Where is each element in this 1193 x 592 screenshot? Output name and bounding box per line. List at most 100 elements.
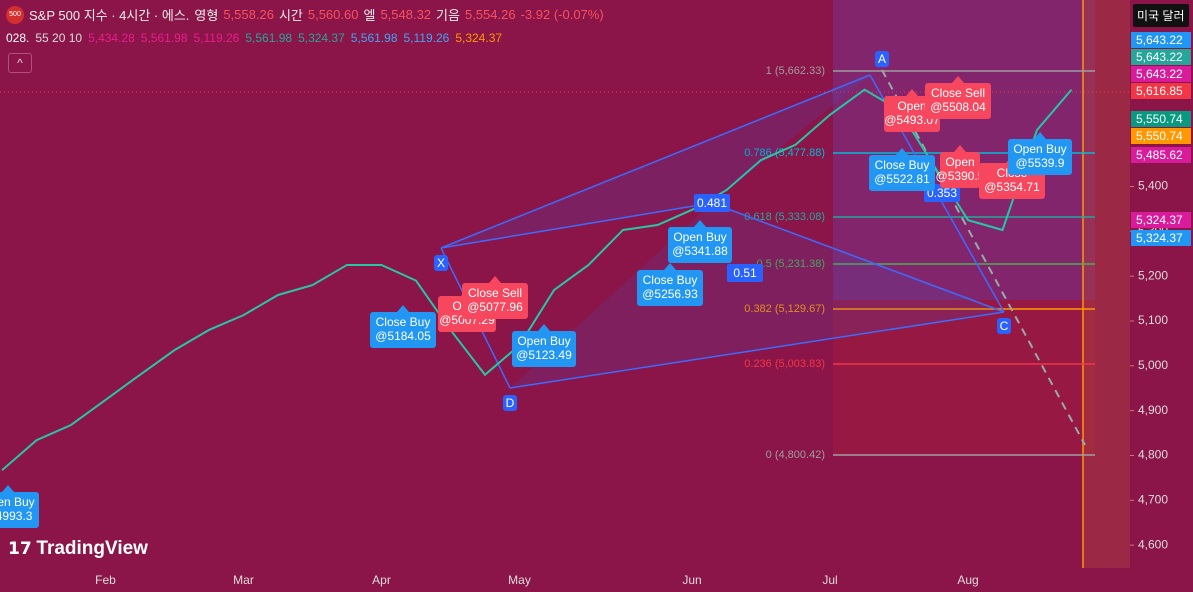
trade-text: Close Buy (376, 315, 431, 329)
projection-line (881, 69, 1086, 446)
trade-text: @5390.5 (936, 169, 985, 183)
pattern-point-box (434, 255, 448, 271)
trade-text: Open Buy (673, 230, 726, 244)
ratio-label: 0.481 (697, 196, 727, 210)
trade-text: Close Buy (875, 158, 930, 172)
price-badge (1131, 212, 1191, 228)
trade-text: @5256.93 (642, 287, 698, 301)
indicator-value: 5,561.98 (245, 31, 293, 45)
pattern-point: C (1000, 319, 1009, 333)
symbol-title[interactable]: S&P 500 지수 · 4시간 · 에스. (29, 8, 190, 23)
low-label: 엘 (363, 8, 376, 23)
x-tick-label: May (508, 573, 531, 587)
trade-pointer (906, 89, 918, 96)
trade-text: @5077.96 (467, 300, 523, 314)
collapse-button[interactable]: ^ (8, 53, 32, 73)
fib-zone-low (833, 300, 1095, 456)
ratio-box (727, 264, 763, 282)
trade-box (668, 227, 732, 263)
price-badge (1131, 83, 1191, 99)
trade-text: Open Buy (1013, 142, 1066, 156)
price-badge (1131, 128, 1191, 144)
pattern-point: A (878, 52, 886, 66)
trade-pointer (489, 276, 501, 283)
price-badge-label: 5,324.37 (1136, 213, 1183, 227)
ratio-label: 0.353 (927, 186, 957, 200)
trade-text: Open Buy (0, 495, 35, 509)
trade-text: Open (945, 155, 974, 169)
indicator-value: 5,324.37 (298, 31, 345, 45)
price-badge (1131, 32, 1191, 48)
indicator-legend: 028. 55 20 10 5,434.28 5,561.98 5,119.26 5,… (6, 31, 502, 45)
trade-text: @5522.81 (874, 172, 930, 186)
trade-pointer (1034, 132, 1046, 139)
price-badge-label: 5,616.85 (1136, 84, 1183, 98)
ratio-box (694, 194, 730, 212)
trade-pointer (397, 305, 409, 312)
trade-pointer (954, 145, 966, 152)
trade-box (637, 270, 703, 306)
high-label: 시간 (278, 8, 303, 23)
symbol-icon: 500 (6, 5, 24, 24)
price-badge (1131, 147, 1191, 163)
trade-text: Open Buy (517, 334, 570, 348)
pattern-line (440, 202, 713, 249)
y-tick-label: 5,100 (1138, 313, 1168, 327)
indicator-value: 5,434.28 (88, 31, 135, 45)
indicator-name[interactable]: 028. (6, 31, 30, 45)
x-tick-label: Feb (95, 573, 116, 587)
logo-text: TradingView (36, 538, 148, 559)
y-tick-label: 4,700 (1138, 492, 1168, 506)
pattern-point: D (506, 396, 515, 410)
pattern-line (509, 311, 1005, 389)
y-tick-label: 5,200 (1138, 268, 1168, 282)
currency-button[interactable]: 미국 달러 (1133, 4, 1189, 27)
trade-box (925, 83, 991, 119)
trade-box (0, 492, 39, 528)
indicator-value: 5,561.98 (350, 31, 398, 45)
price-badge (1131, 49, 1191, 65)
price-badge (1131, 230, 1191, 246)
x-tick-label: Aug (957, 573, 978, 587)
y-tick-label: 4,800 (1138, 448, 1168, 462)
price-badge-label: 5,643.22 (1136, 67, 1183, 81)
x-tick-label: Jul (822, 573, 837, 587)
pattern-point-box (503, 395, 517, 411)
time-axis (0, 568, 1130, 592)
logo: 𝟭𝟳 TradingView (8, 538, 148, 559)
y-tick-label: 5,400 (1138, 179, 1168, 193)
trade-text: @5508.04 (930, 100, 986, 114)
high-value: 5,560.60 (307, 7, 359, 22)
trade-text: @4993.3 (0, 509, 33, 523)
trade-pointer (2, 485, 14, 492)
fib-label: 0.382 (5,129.67) (744, 303, 825, 315)
price-badge-label: 5,550.74 (1136, 129, 1183, 143)
trade-pointer (896, 148, 908, 155)
trade-text: Close Sell (931, 86, 985, 100)
close-value: 5,554.26 (464, 7, 516, 22)
price-badge (1131, 66, 1191, 82)
fib-label: 0.5 (5,231.38) (757, 258, 826, 270)
fib-label: 1 (5,662.33) (766, 65, 825, 77)
trade-box (1008, 139, 1072, 175)
ratio-label: 0.51 (733, 266, 757, 280)
fib-label: 0 (4,800.42) (766, 449, 825, 461)
trade-text: @5539.9 (1016, 156, 1065, 170)
indicator-value: 5,324.37 (455, 31, 503, 45)
price-badge (1131, 111, 1191, 127)
change: -3.92 (-0.07%) (520, 7, 604, 22)
fib-label: 0.786 (5,477.88) (744, 147, 825, 159)
pattern-line (711, 202, 1005, 313)
pattern-point: X (437, 256, 445, 270)
trade-text: Close Sell (468, 286, 522, 300)
x-tick-label: Jun (682, 573, 701, 587)
trade-text: @5184.05 (375, 329, 431, 343)
legend-header: 500 S&P 500 지수 · 4시간 · 에스. 영형 5,558.26 시간… (6, 5, 604, 24)
indicator-value: 5,119.26 (193, 31, 240, 45)
x-tick-label: Mar (233, 573, 254, 587)
trade-pointer (664, 263, 676, 270)
trade-text: Close Buy (643, 273, 698, 287)
x-tick-label: Apr (372, 573, 391, 587)
trade-box (940, 152, 980, 188)
